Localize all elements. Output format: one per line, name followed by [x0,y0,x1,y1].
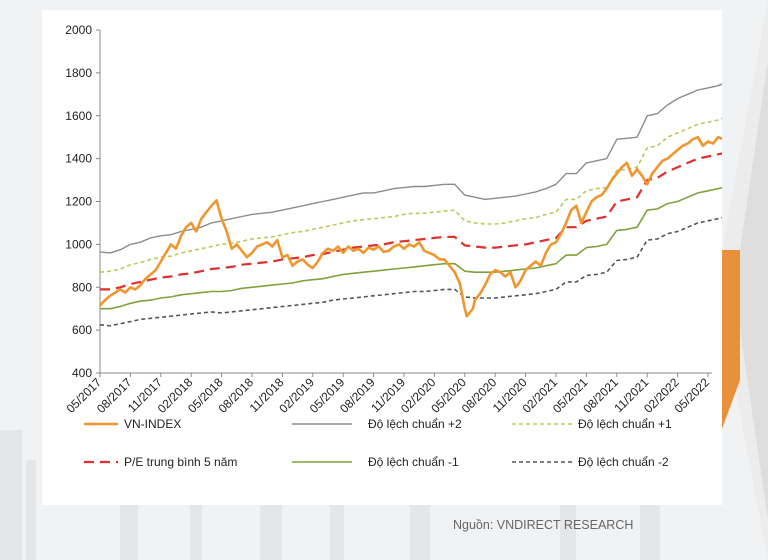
legend-label: P/E trung bình 5 năm [124,455,237,469]
y-tick-label: 1200 [65,195,92,209]
y-tick-label: 800 [72,280,92,294]
legend: VN-INDEX Độ lệch chuẩn +2 Độ lệch chuẩn +1… [84,417,672,469]
chart-panel [42,10,722,505]
series-line-0 [99,135,722,318]
series-line-2 [99,117,722,273]
y-tick-label: 1800 [65,66,92,80]
y-tick-label: 1400 [65,152,92,166]
series-lines [99,83,722,327]
series-line-3 [100,152,722,291]
series-line-5 [99,217,722,327]
x-axis: 05/201708/201711/201702/201805/201808/20… [64,372,712,416]
y-tick-label: 1600 [65,109,92,123]
y-tick-label: 2000 [65,23,92,37]
y-tick-label: 1000 [65,237,92,251]
accent-arrow-shape [718,0,768,560]
series-line-1 [99,83,722,254]
legend-label: Độ lệch chuẩn -1 [368,455,459,469]
legend-label: Độ lệch chuẩn +1 [578,417,672,431]
y-axis: 400 600 800 1000 1200 1400 1600 1800 2000 [65,23,101,380]
y-tick-label: 400 [72,366,92,380]
chart: 400 600 800 1000 1200 1400 1600 1800 2000 05/201… [64,23,722,469]
legend-label: VN-INDEX [124,417,181,431]
y-tick-label: 600 [72,323,92,337]
source-note: Nguồn: VNDIRECT RESEARCH [453,518,634,532]
legend-label: Độ lệch chuẩn +2 [368,417,462,431]
legend-label: Độ lệch chuẩn -2 [578,455,669,469]
series-line-4 [100,186,722,310]
